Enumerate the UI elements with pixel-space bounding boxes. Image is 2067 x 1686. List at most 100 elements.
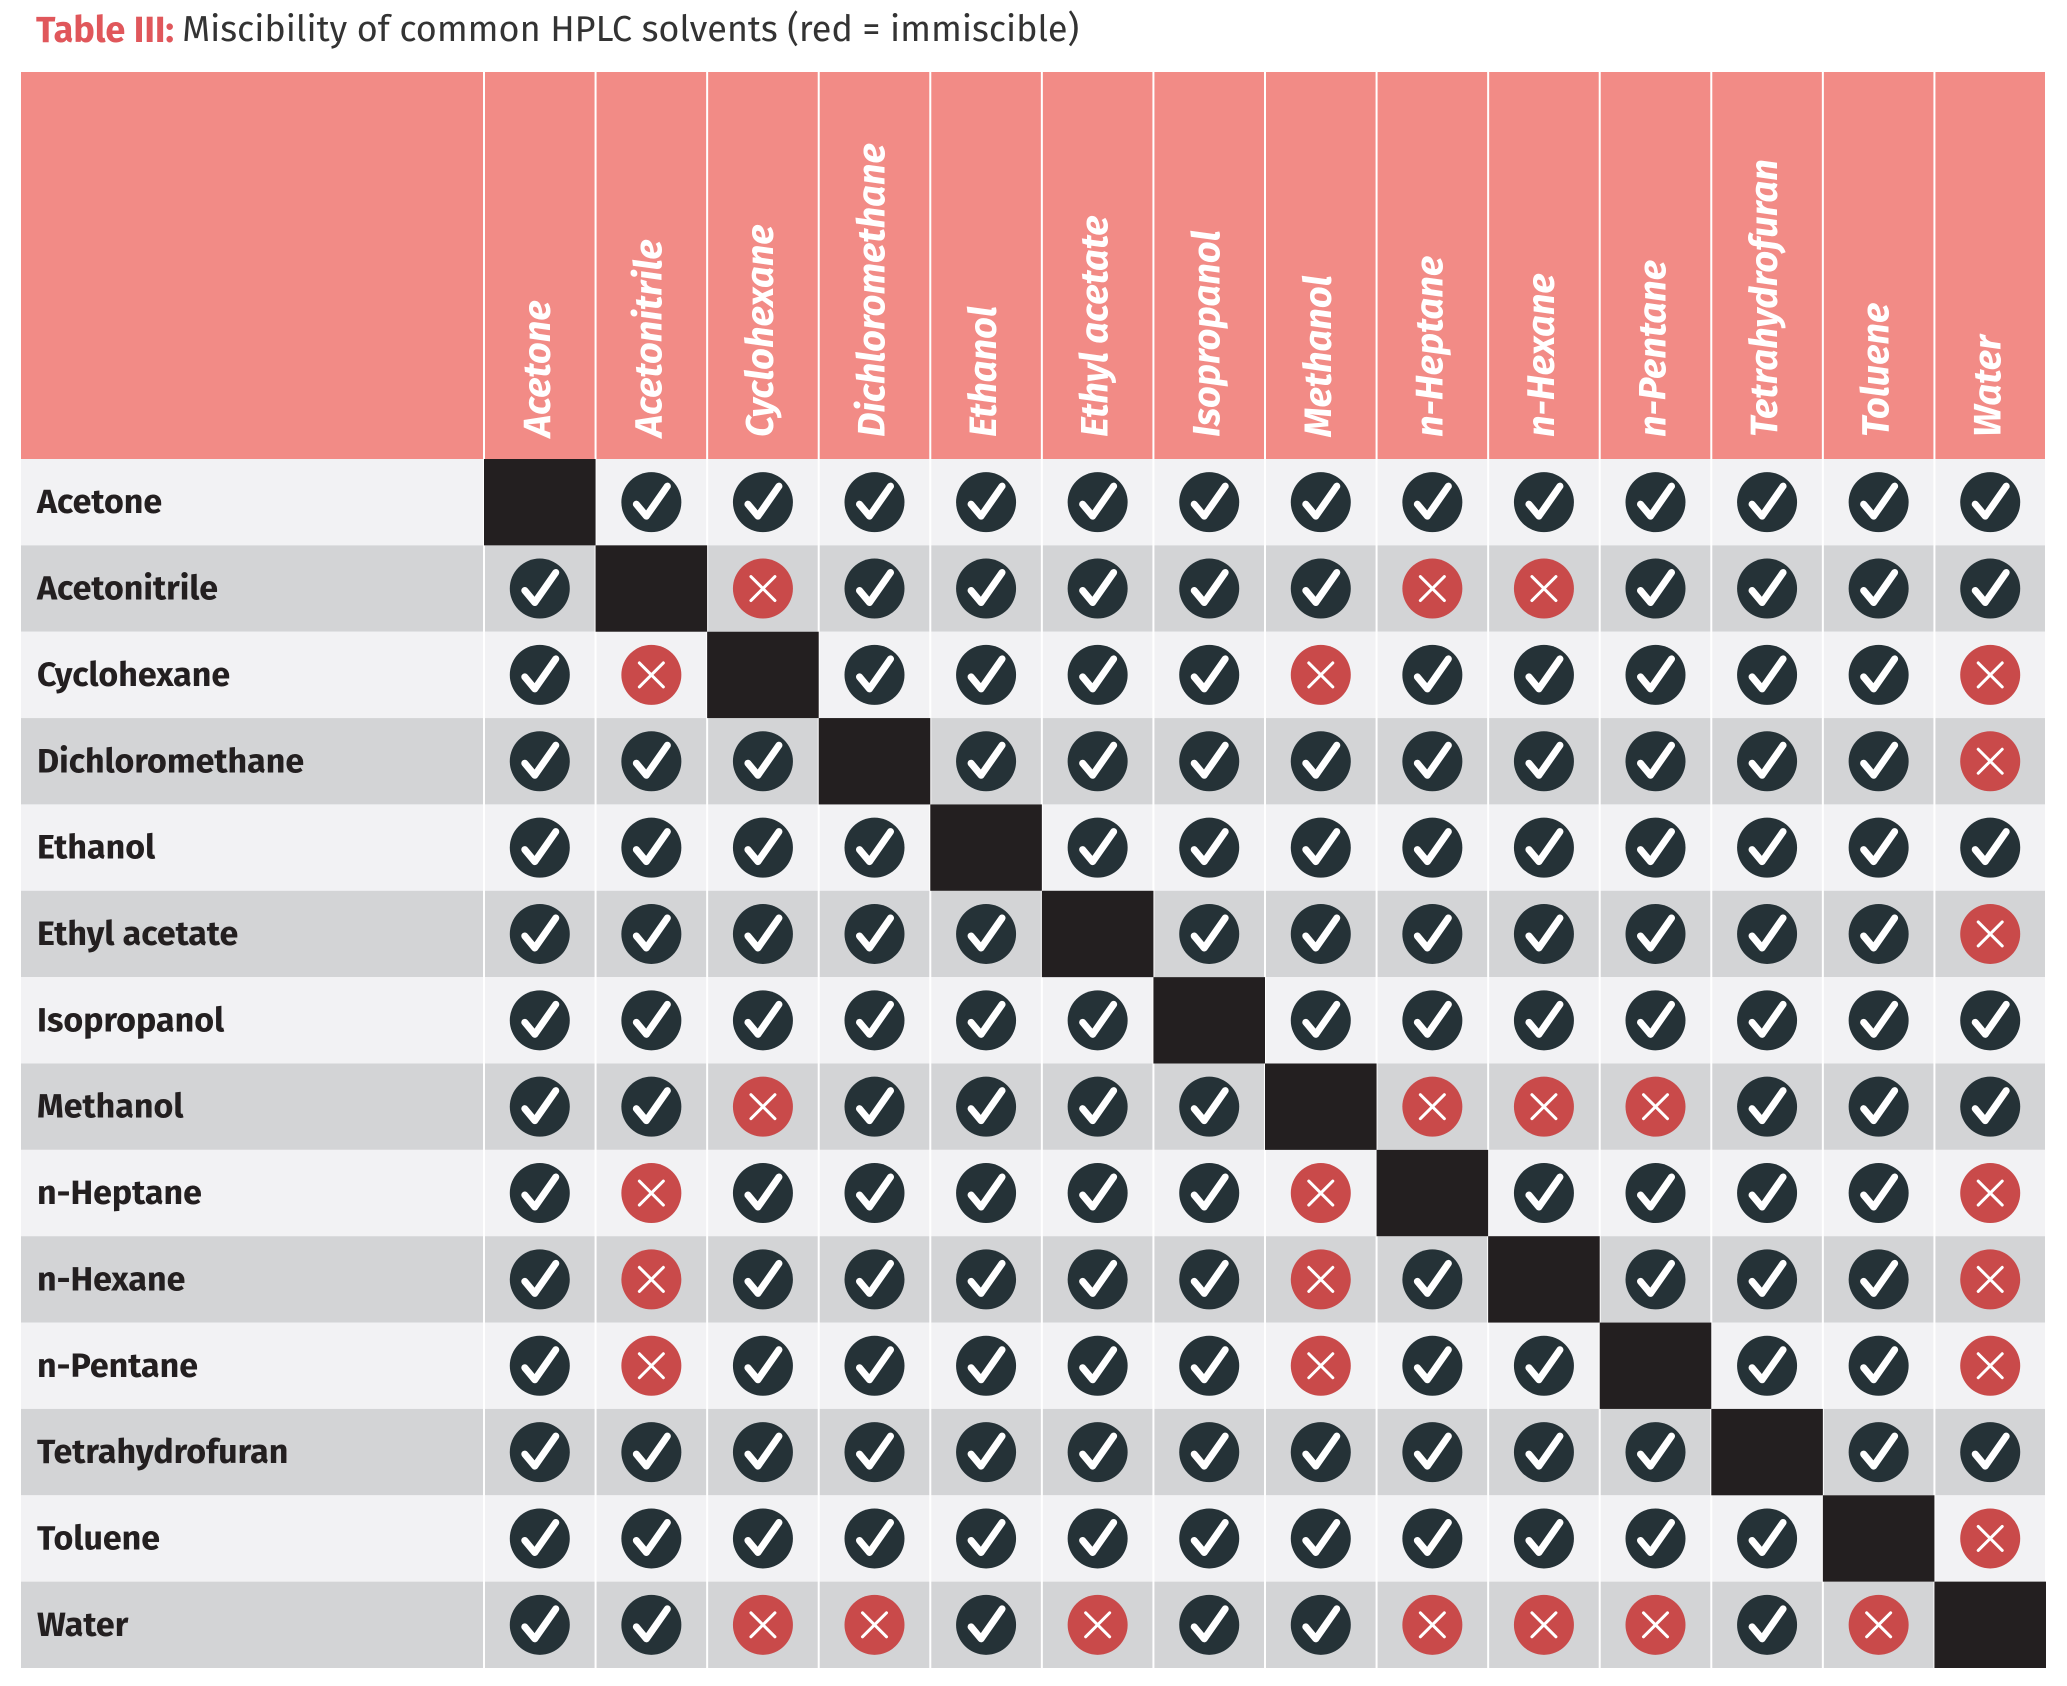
- miscible-icon: [1625, 1249, 1686, 1310]
- miscible-icon: [1625, 817, 1686, 878]
- icon-circle: [956, 1163, 1017, 1224]
- icon-circle: [1737, 1076, 1798, 1137]
- icon-circle: [509, 1249, 570, 1310]
- check-mark: [967, 1518, 1006, 1556]
- diagonal-cell: [1934, 1581, 2046, 1668]
- cross-mark: [1418, 1611, 1446, 1639]
- icon-circle: [1625, 731, 1686, 792]
- column-label: Isopropanol: [1184, 230, 1230, 437]
- diagonal-cell: [484, 459, 596, 546]
- check-mark: [744, 1000, 783, 1038]
- icon-circle: [509, 644, 570, 705]
- miscible-icon: [1625, 990, 1686, 1051]
- immiscible-icon: [1960, 903, 2021, 964]
- miscible-icon: [956, 990, 1017, 1051]
- check-mark: [1190, 1346, 1229, 1384]
- check-mark: [856, 655, 894, 693]
- check-mark: [632, 1087, 671, 1125]
- check-mark: [1413, 1518, 1452, 1556]
- check-mark: [1637, 1000, 1675, 1038]
- cross-mark: [1976, 1524, 2004, 1552]
- check-mark: [1860, 1346, 1899, 1384]
- cross-mark: [1642, 1611, 1669, 1639]
- icon-circle: [1067, 1508, 1128, 1569]
- icon-circle: [1067, 472, 1128, 533]
- check-mark: [967, 1173, 1006, 1211]
- row-label: n-Hexane: [37, 1259, 185, 1300]
- icon-circle: [509, 817, 570, 878]
- check-mark: [744, 1432, 783, 1470]
- icon-circle: [1067, 1163, 1128, 1224]
- check-mark: [1079, 1346, 1118, 1384]
- column-label: Ethyl acetate: [1073, 215, 1119, 437]
- immiscible-icon: [1960, 1335, 2021, 1396]
- icon-circle: [1290, 472, 1351, 533]
- miscible-icon: [1179, 903, 1240, 964]
- column-label: n-Hexane: [1519, 273, 1565, 437]
- icon-circle: [509, 1508, 570, 1569]
- icon-circle: [1737, 1508, 1798, 1569]
- miscible-icon: [509, 1163, 570, 1224]
- immiscible-icon: [621, 1249, 682, 1310]
- check-mark: [1748, 828, 1787, 866]
- miscible-icon: [1625, 644, 1686, 705]
- miscible-icon: [621, 731, 682, 792]
- title: Table III: Miscibility of common HPLC sol…: [36, 7, 1079, 51]
- miscible-icon: [956, 1076, 1017, 1137]
- cross-mark: [1307, 661, 1335, 689]
- icon-circle: [1625, 1422, 1686, 1483]
- miscible-icon: [1737, 817, 1798, 878]
- icon-circle: [1625, 903, 1686, 964]
- icon-circle: [1737, 817, 1798, 878]
- icon-circle: [1737, 644, 1798, 705]
- miscible-icon: [1067, 990, 1128, 1051]
- miscible-icon: [1960, 1076, 2021, 1137]
- check-mark: [744, 1173, 783, 1211]
- check-mark: [632, 1432, 671, 1470]
- miscible-icon: [844, 472, 905, 533]
- icon-circle: [1179, 1594, 1240, 1655]
- icon-circle: [844, 1335, 905, 1396]
- icon-circle: [1513, 644, 1574, 705]
- icon-circle: [1179, 644, 1240, 705]
- miscible-icon: [1625, 472, 1686, 533]
- icon-circle: [1402, 903, 1463, 964]
- check-mark: [1637, 1518, 1675, 1556]
- miscible-icon: [1848, 472, 1909, 533]
- icon-circle: [1179, 1335, 1240, 1396]
- check-mark: [856, 828, 894, 866]
- miscible-icon: [1737, 1335, 1798, 1396]
- icon-circle: [1290, 1422, 1351, 1483]
- column-label: Acetonitrile: [626, 239, 672, 439]
- check-mark: [521, 1259, 560, 1297]
- row-label: n-Heptane: [37, 1173, 202, 1214]
- check-mark: [744, 482, 783, 520]
- miscible-icon: [1402, 903, 1463, 964]
- check-mark: [1860, 569, 1899, 607]
- cross-mark: [637, 1179, 665, 1207]
- miscible-icon: [1625, 1422, 1686, 1483]
- miscible-icon: [956, 1508, 1017, 1569]
- miscible-icon: [844, 558, 905, 619]
- icon-circle: [1625, 1508, 1686, 1569]
- check-mark: [1190, 1605, 1229, 1643]
- icon-circle: [1625, 1249, 1686, 1310]
- cross-mark: [637, 1352, 665, 1380]
- immiscible-icon: [1402, 558, 1463, 619]
- check-mark: [1302, 1432, 1341, 1470]
- check-mark: [967, 1087, 1006, 1125]
- row-bg: [21, 1063, 2046, 1150]
- icon-circle: [1960, 990, 2021, 1051]
- miscible-icon: [1179, 472, 1240, 533]
- icon-circle: [1179, 1508, 1240, 1569]
- row-bg: [21, 1581, 2046, 1668]
- icon-circle: [1848, 1422, 1909, 1483]
- miscible-icon: [1179, 1335, 1240, 1396]
- miscible-icon: [1513, 817, 1574, 878]
- immiscible-icon: [1625, 1076, 1686, 1137]
- miscible-icon: [844, 1508, 905, 1569]
- miscible-icon: [1737, 558, 1798, 619]
- cross-mark: [1418, 575, 1446, 603]
- immiscible-icon: [1960, 1163, 2021, 1224]
- miscible-icon: [1290, 903, 1351, 964]
